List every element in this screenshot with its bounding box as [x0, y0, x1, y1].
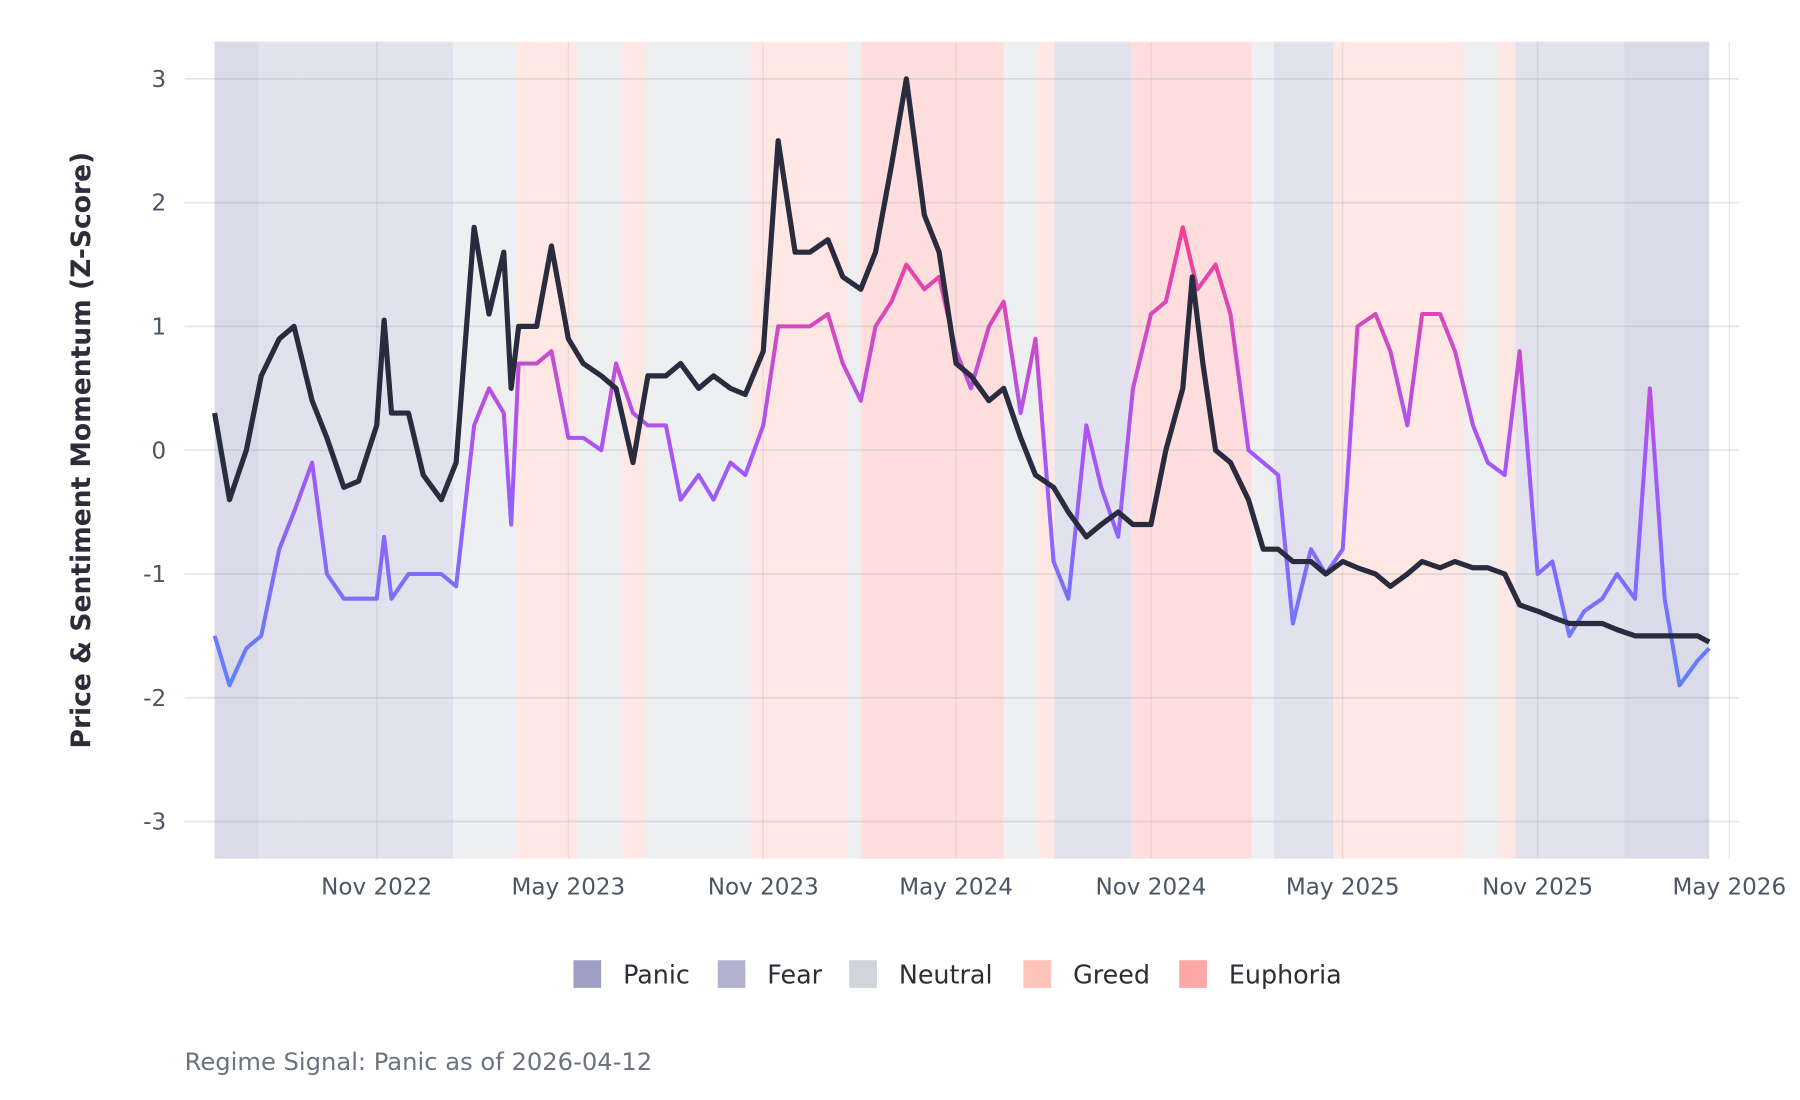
x-tick-label: Nov 2024: [1095, 874, 1206, 900]
gridlines: [184, 41, 1739, 859]
legend-label-greed: Greed: [1073, 959, 1150, 989]
y-tick-label: -3: [143, 810, 166, 836]
legend-swatch-neutral: [849, 960, 877, 988]
price-momentum-line: [212, 76, 1711, 645]
regime-caption: Regime Signal: Panic as of 2026-04-12: [185, 1048, 653, 1076]
regime-band-fear: [1273, 41, 1334, 859]
regime-band-neutral: [848, 41, 861, 859]
regime-band-euphoria: [1130, 41, 1252, 859]
legend-label-euphoria: Euphoria: [1229, 959, 1342, 989]
x-tick-label: Nov 2022: [321, 874, 432, 900]
regime-band-greed: [1333, 41, 1464, 859]
regime-bands: [214, 41, 1710, 859]
regime-band-neutral: [645, 41, 751, 859]
regime-band-greed: [516, 41, 577, 859]
x-tick-label: May 2023: [512, 874, 626, 900]
legend-swatch-euphoria: [1179, 960, 1207, 988]
regime-band-euphoria: [860, 41, 1004, 859]
y-tick-label: 1: [151, 314, 166, 340]
y-tick-label: 0: [151, 438, 166, 464]
regime-band-fear: [1515, 41, 1625, 859]
x-axis-ticks: Nov 2022 May 2023 Nov 2023 May 2024 Nov 2024…: [321, 874, 1786, 900]
x-tick-label: May 2026: [1672, 874, 1786, 900]
legend-swatch-greed: [1023, 960, 1052, 988]
x-tick-label: Nov 2023: [708, 874, 819, 900]
legend-label-fear: Fear: [767, 959, 822, 989]
legend-swatch-panic: [573, 960, 602, 988]
y-axis-title: Price & Sentiment Momentum (Z-Score): [66, 152, 97, 749]
legend-swatch-fear: [717, 960, 746, 988]
regime-band-fear: [296, 41, 453, 859]
regime-band-neutral: [1251, 41, 1274, 859]
x-tick-label: May 2025: [1286, 874, 1400, 900]
series-lines: [212, 76, 1711, 688]
legend: Panic Fear Neutral Greed Euphoria: [573, 959, 1342, 989]
regime-band-neutral: [1003, 41, 1038, 859]
y-tick-label: -2: [143, 686, 166, 712]
y-tick-label: 2: [151, 191, 166, 217]
regime-band-neutral: [1463, 41, 1498, 859]
y-axis-ticks: 3 2 1 0 -1 -2 -3: [143, 67, 166, 836]
x-tick-label: Nov 2025: [1482, 874, 1593, 900]
x-tick-label: May 2024: [899, 874, 1013, 900]
legend-label-panic: Panic: [623, 959, 690, 989]
regime-band-panic: [1624, 41, 1710, 859]
y-tick-label: -1: [143, 562, 166, 588]
legend-label-neutral: Neutral: [899, 959, 993, 989]
regime-band-fear: [258, 41, 297, 859]
regime-band-greed: [750, 41, 849, 859]
y-tick-label: 3: [151, 67, 166, 93]
